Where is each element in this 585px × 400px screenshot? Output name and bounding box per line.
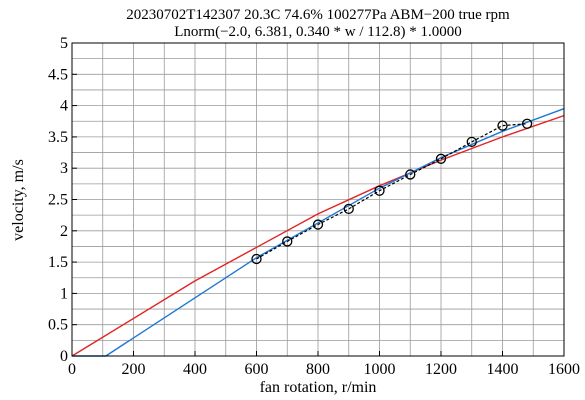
data-point-marker (497, 120, 508, 131)
y-tick-label: 3.5 (48, 129, 68, 146)
data-point-marker (251, 253, 262, 265)
y-tick-label: 4 (60, 98, 68, 115)
x-tick-label: 1000 (364, 361, 396, 378)
chart-subtitle: Lnorm(−2.0, 6.381, 0.340 * w / 112.8) * … (174, 24, 461, 40)
y-tick-label: 1 (60, 285, 68, 302)
y-tick-label: 2 (60, 223, 68, 240)
x-axis-label: fan rotation, r/min (260, 379, 377, 396)
y-tick-label: 2.5 (48, 192, 68, 209)
data-point-marker (435, 153, 447, 164)
x-tick-label: 200 (122, 361, 146, 378)
series-group (71, 108, 565, 357)
x-tick-label: 600 (245, 361, 269, 378)
data-point-marker (405, 169, 416, 180)
data-point-marker (312, 219, 324, 230)
tick-labels: 0 200 400 600 800 1000 1200 1400 1600 0 0.5 1 1.5 2 2.… (48, 35, 580, 378)
y-tick-label: 3 (60, 160, 68, 177)
data-point-marker (521, 118, 533, 129)
data-point-marker (282, 236, 293, 247)
y-tick-label: 0 (60, 348, 68, 365)
data-point-marker (343, 203, 354, 215)
x-tick-label: 0 (68, 361, 76, 378)
chart-title: 20230702T142307 20.3C 74.6% 100277Pa ABM… (126, 7, 510, 23)
x-tick-label: 1200 (425, 361, 457, 378)
y-tick-label: 5 (60, 35, 68, 52)
x-tick-label: 800 (306, 361, 330, 378)
x-tick-label: 1600 (548, 361, 580, 378)
y-tick-label: 4.5 (48, 66, 68, 83)
y-axis-label: velocity, m/s (10, 159, 27, 241)
data-point-marker (466, 136, 477, 148)
x-tick-label: 400 (183, 361, 207, 378)
x-tick-label: 1400 (487, 361, 519, 378)
data-point-marker (374, 185, 385, 196)
series-line-0 (256, 123, 528, 260)
grid (72, 43, 564, 356)
y-tick-label: 0.5 (48, 317, 68, 334)
y-tick-label: 1.5 (48, 254, 68, 271)
